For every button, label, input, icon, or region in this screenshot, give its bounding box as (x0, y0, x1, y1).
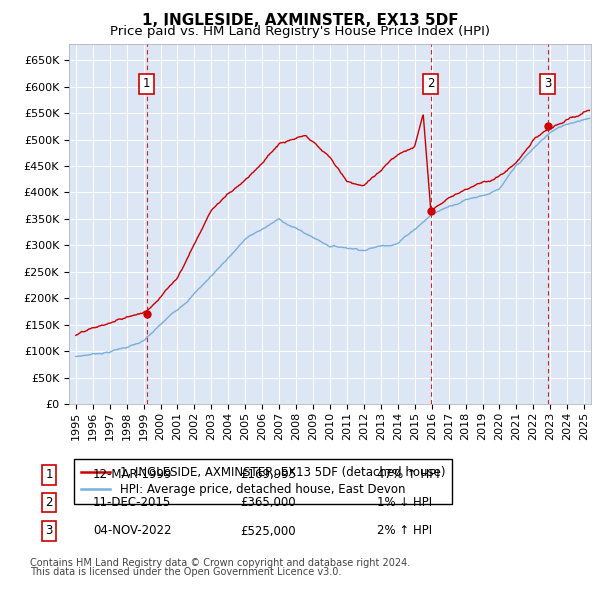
Text: Price paid vs. HM Land Registry's House Price Index (HPI): Price paid vs. HM Land Registry's House … (110, 25, 490, 38)
Text: 2: 2 (427, 77, 434, 90)
Text: £525,000: £525,000 (240, 525, 296, 537)
Text: 2: 2 (46, 496, 53, 509)
Text: 3: 3 (544, 77, 551, 90)
Text: 11-DEC-2015: 11-DEC-2015 (93, 496, 171, 509)
Text: 04-NOV-2022: 04-NOV-2022 (93, 525, 172, 537)
Text: This data is licensed under the Open Government Licence v3.0.: This data is licensed under the Open Gov… (30, 567, 341, 577)
Text: £169,995: £169,995 (240, 468, 296, 481)
Text: 2% ↑ HPI: 2% ↑ HPI (377, 525, 432, 537)
Text: 1: 1 (46, 468, 53, 481)
Text: 12-MAR-1999: 12-MAR-1999 (93, 468, 173, 481)
Text: 3: 3 (46, 525, 53, 537)
Text: 1, INGLESIDE, AXMINSTER, EX13 5DF: 1, INGLESIDE, AXMINSTER, EX13 5DF (142, 13, 458, 28)
Text: 1% ↓ HPI: 1% ↓ HPI (377, 496, 432, 509)
Text: Contains HM Land Registry data © Crown copyright and database right 2024.: Contains HM Land Registry data © Crown c… (30, 558, 410, 568)
Text: 47% ↑ HPI: 47% ↑ HPI (377, 468, 439, 481)
Text: 1: 1 (143, 77, 151, 90)
Text: £365,000: £365,000 (240, 496, 296, 509)
Legend: 1, INGLESIDE, AXMINSTER, EX13 5DF (detached house), HPI: Average price, detached: 1, INGLESIDE, AXMINSTER, EX13 5DF (detac… (74, 458, 452, 503)
